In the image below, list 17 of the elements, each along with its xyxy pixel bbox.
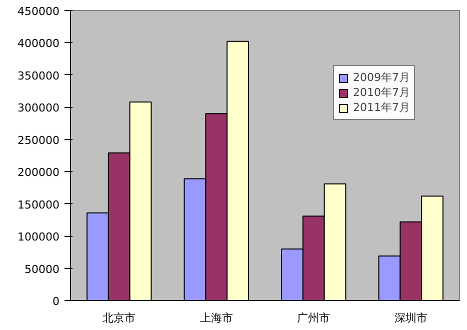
y-tick-label: 250000	[18, 134, 60, 147]
x-tick-label: 深圳市	[394, 312, 428, 324]
y-tick-label: 300000	[18, 102, 60, 115]
x-tick-label: 广州市	[297, 312, 330, 324]
y-tick-label: 50000	[24, 262, 60, 276]
legend-label: 2010年7月	[353, 85, 410, 100]
legend-label: 2011年7月	[353, 100, 410, 115]
x-tick-label: 上海市	[200, 312, 233, 324]
y-tick-label: 350000	[18, 69, 60, 82]
legend-label: 2009年7月	[353, 70, 410, 85]
y-tick-label: 0	[52, 295, 60, 308]
x-tick-label: 北京市	[102, 312, 136, 324]
y-tick-label: 150000	[18, 198, 60, 212]
y-tick-label: 450000	[18, 5, 60, 18]
y-tick-label: 400000	[18, 37, 60, 50]
y-tick-label: 100000	[18, 230, 60, 244]
y-tick-label: 200000	[18, 166, 60, 180]
